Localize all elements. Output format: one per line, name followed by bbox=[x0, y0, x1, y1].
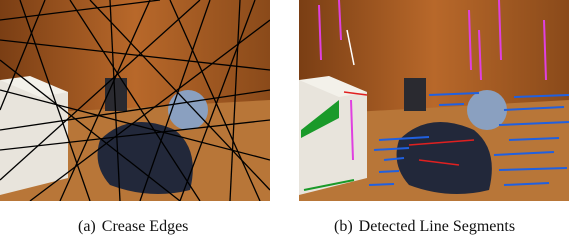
caption: (b) Detected Line Segments bbox=[334, 218, 515, 236]
image-crease-edges bbox=[0, 0, 270, 201]
caption-text: Detected Line Segments bbox=[359, 218, 515, 235]
image-line-segments bbox=[299, 0, 569, 201]
figure: (a) Crease Edges (b) Detected Line Segment… bbox=[0, 0, 569, 244]
caption: (a) Crease Edges bbox=[78, 218, 188, 236]
caption-label: (a) bbox=[78, 218, 96, 235]
caption-label: (b) bbox=[334, 218, 353, 235]
caption-text: Crease Edges bbox=[102, 218, 189, 235]
